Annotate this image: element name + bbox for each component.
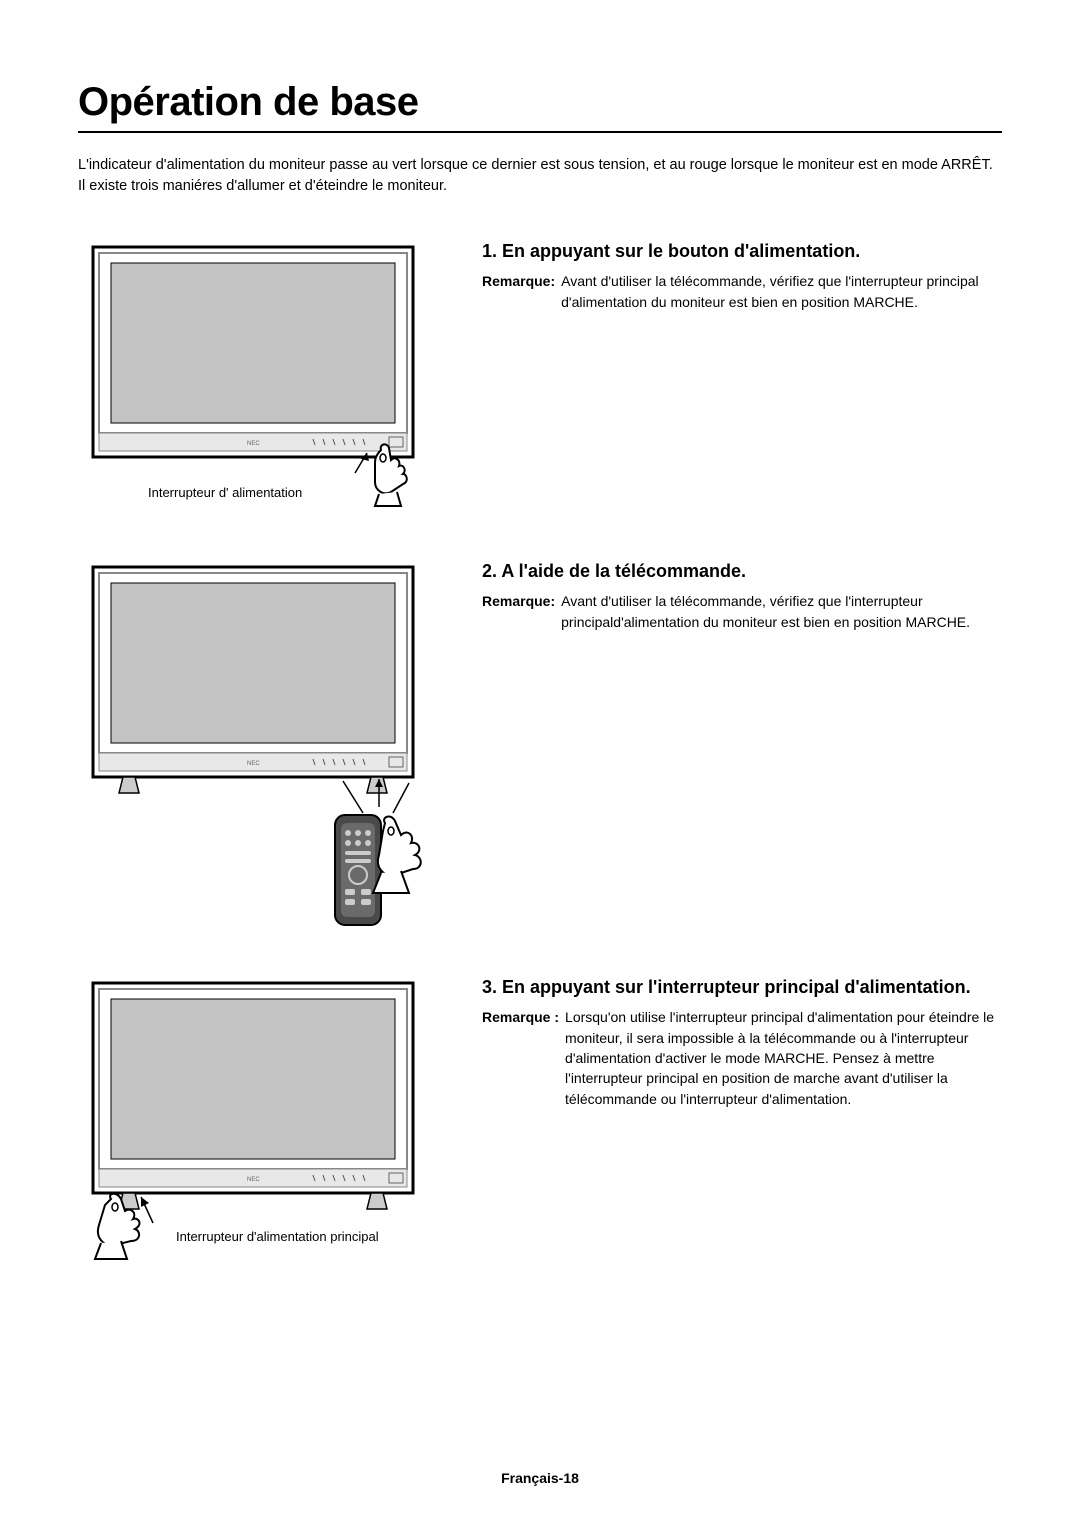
figure-1-caption: Interrupteur d' alimentation — [148, 485, 302, 500]
svg-text:NEC: NEC — [247, 441, 260, 447]
monitor-remote-illustration: NEC — [83, 557, 443, 937]
section-1-text: 1. En appuyant sur le bouton d'alimentat… — [482, 237, 1002, 312]
page-title: Opération de base — [78, 80, 1002, 125]
monitor-power-button-illustration: NEC — [83, 237, 443, 517]
section-1-heading: 1. En appuyant sur le bouton d'alimentat… — [482, 239, 1002, 263]
figure-3-caption: Interrupteur d'alimentation principal — [176, 1229, 379, 1244]
title-rule — [78, 131, 1002, 133]
monitor-main-switch-illustration: NEC — [83, 973, 443, 1273]
figure-2: NEC — [78, 557, 448, 937]
figure-1: NEC Interrupteur d' alimentation — [78, 237, 448, 521]
section-1-note-label: Remarque: — [482, 271, 555, 312]
section-2-note-label: Remarque: — [482, 591, 555, 632]
section-2: NEC — [78, 557, 1002, 937]
section-3-note-body: Lorsqu'on utilise l'interrupteur princip… — [565, 1007, 1002, 1108]
sections-container: NEC Interrupteur d' alimentation 1. En a… — [78, 237, 1002, 1273]
figure-3: NEC Interrupteur d'alimentation principa… — [78, 973, 448, 1273]
section-1-note-body: Avant d'utiliser la télécommande, vérifi… — [561, 271, 1002, 312]
section-3: NEC Interrupteur d'alimentation principa… — [78, 973, 1002, 1273]
section-1: NEC Interrupteur d' alimentation 1. En a… — [78, 237, 1002, 521]
section-2-text: 2. A l'aide de la télécommande. Remarque… — [482, 557, 1002, 632]
section-2-heading: 2. A l'aide de la télécommande. — [482, 559, 1002, 583]
intro-paragraph: L'indicateur d'alimentation du moniteur … — [78, 155, 1002, 197]
svg-text:NEC: NEC — [247, 1177, 260, 1183]
section-3-text: 3. En appuyant sur l'interrupteur princi… — [482, 973, 1002, 1109]
page-footer: Français-18 — [0, 1470, 1080, 1486]
section-3-note-label: Remarque : — [482, 1007, 559, 1108]
svg-text:NEC: NEC — [247, 761, 260, 767]
section-2-note-body: Avant d'utiliser la télécommande, vérifi… — [561, 591, 1002, 632]
section-3-heading: 3. En appuyant sur l'interrupteur princi… — [482, 975, 1002, 999]
